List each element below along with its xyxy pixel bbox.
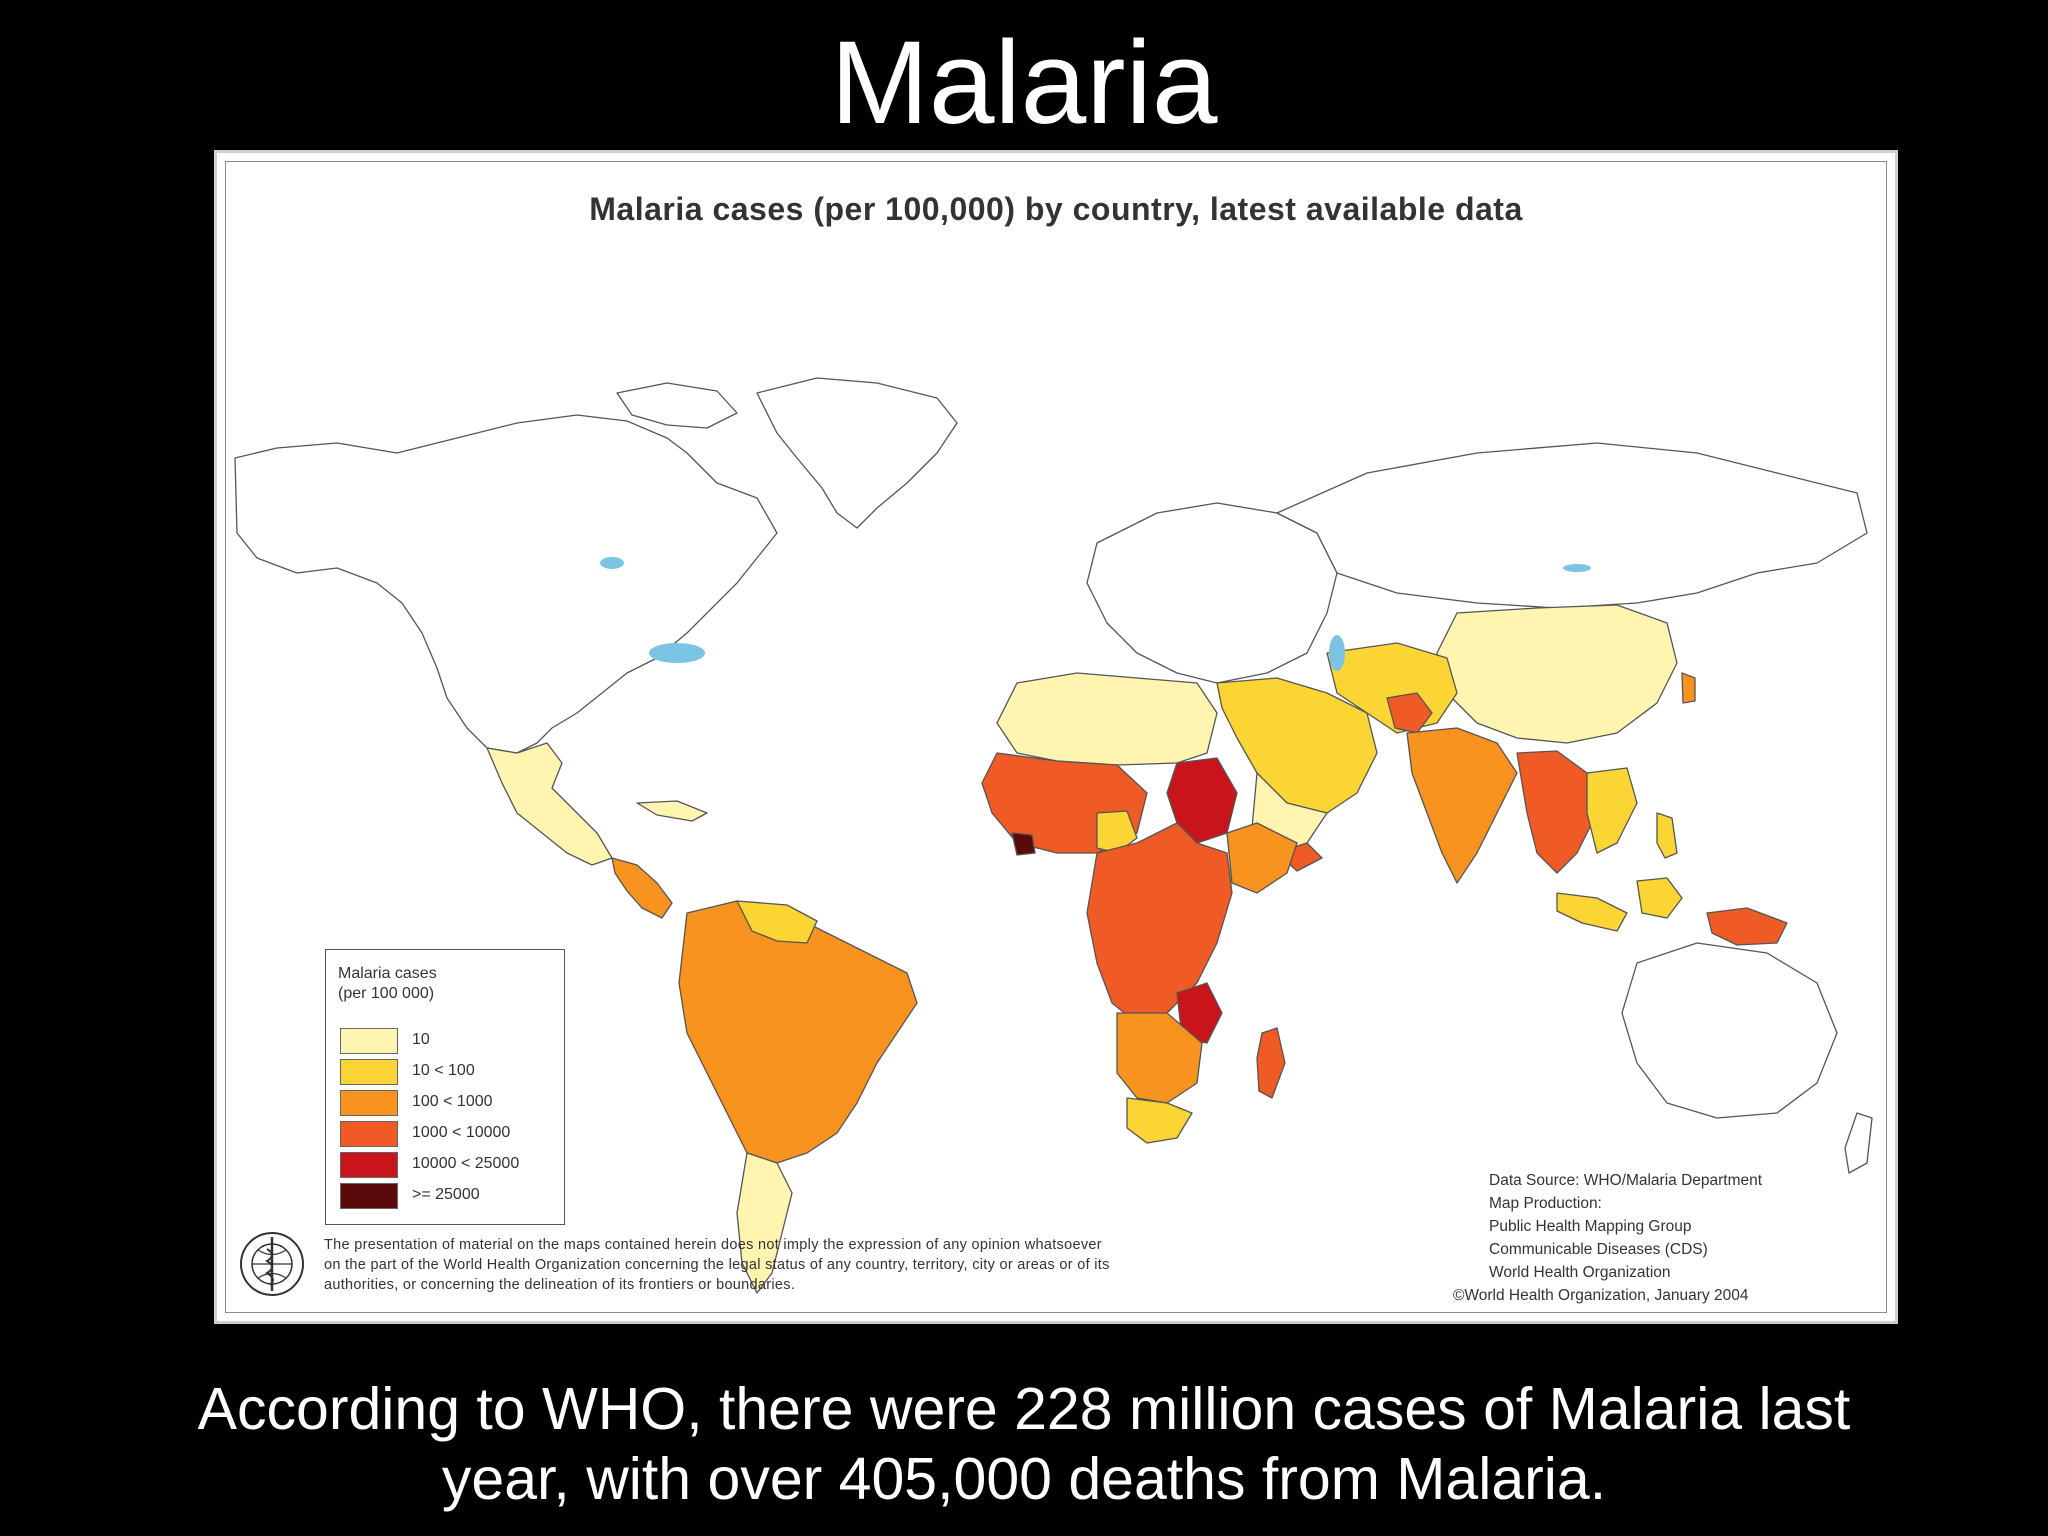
region-south-africa <box>1126 1097 1193 1144</box>
legend-title: Malaria cases (per 100 000) <box>338 964 538 1004</box>
region-se-asia <box>1516 750 1598 874</box>
region-afghanistan <box>1386 692 1433 734</box>
region-philippines <box>1656 812 1678 859</box>
legend-label: 1000 < 10000 <box>412 1124 511 1141</box>
region-middle-east <box>1216 677 1378 814</box>
who-emblem-icon <box>240 1232 304 1296</box>
source-line: Communicable Diseases (CDS) <box>1489 1241 1708 1258</box>
slide-caption: According to WHO, there were 228 million… <box>0 1374 2048 1514</box>
region-horn-africa <box>1226 822 1298 894</box>
region-south-cone <box>736 1152 793 1294</box>
legend-label: 100 < 1000 <box>412 1093 493 1110</box>
region-arctic-islands <box>616 382 738 429</box>
region-mexico <box>486 742 613 866</box>
region-borneo <box>1636 877 1683 919</box>
region-indonesia-west <box>1556 892 1628 932</box>
map-disclaimer: The presentation of material on the maps… <box>324 1235 1434 1295</box>
legend-swatch <box>340 1059 398 1085</box>
region-australia <box>1621 942 1838 1119</box>
map-source: Data Source: WHO/Malaria Department Map … <box>1453 1169 1889 1307</box>
source-line: World Health Organization <box>1489 1264 1671 1281</box>
legend-label: 10 < 100 <box>412 1062 475 1079</box>
lake-baikal <box>1563 564 1591 572</box>
region-china <box>1436 604 1678 744</box>
region-madagascar <box>1256 1027 1286 1099</box>
caption-line: According to WHO, there were 228 million… <box>197 1376 1851 1442</box>
legend-title-line2: (per 100 000) <box>338 985 435 1002</box>
legend-swatch <box>340 1183 398 1209</box>
slide-title: Malaria <box>830 17 1218 149</box>
legend-swatch <box>340 1121 398 1147</box>
region-central-africa <box>1086 822 1233 1024</box>
caspian-sea <box>1329 635 1345 671</box>
world-map <box>234 377 1873 1294</box>
legend-label: 10000 < 25000 <box>412 1155 520 1172</box>
region-caribbean <box>636 800 708 822</box>
disclaimer-line: The presentation of material on the maps… <box>324 1237 1102 1253</box>
legend-swatch <box>340 1152 398 1178</box>
source-line: Map Production: <box>1489 1195 1602 1212</box>
source-line: Data Source: WHO/Malaria Department <box>1489 1172 1763 1189</box>
region-europe <box>1086 502 1338 684</box>
disclaimer-line: on the part of the World Health Organiza… <box>324 1257 1110 1273</box>
region-russia <box>1276 442 1868 609</box>
region-indochina <box>1586 767 1638 854</box>
source-line: ©World Health Organization, January 2004 <box>1453 1287 1749 1304</box>
legend-label: 10 <box>412 1031 430 1048</box>
map-border <box>225 161 1887 1313</box>
map-title: Malaria cases (per 100,000) by country, … <box>589 191 1523 227</box>
region-new-zealand <box>1844 1112 1873 1174</box>
hudson-bay-lakes <box>600 557 624 569</box>
legend-swatch <box>340 1090 398 1116</box>
region-west-africa-coast <box>1011 832 1036 856</box>
region-greenland <box>756 377 958 529</box>
source-line: Public Health Mapping Group <box>1489 1218 1692 1235</box>
caption-line: year, with over 405,000 deaths from Mala… <box>441 1446 1607 1512</box>
region-southern-africa <box>1116 1012 1203 1104</box>
region-central-america <box>611 857 673 919</box>
malaria-map: Malaria cases (per 100,000) by country, … <box>214 150 1898 1324</box>
region-korea <box>1681 672 1696 704</box>
map-legend: Malaria cases (per 100 000) 10 10 < 100 … <box>325 949 565 1225</box>
legend-label: >= 25000 <box>412 1186 480 1203</box>
region-venezuela-guyana <box>736 900 818 944</box>
legend-swatch <box>340 1028 398 1054</box>
region-sudan <box>1166 757 1238 844</box>
legend-title-line1: Malaria cases <box>338 965 437 982</box>
region-india <box>1406 727 1518 884</box>
region-north-africa <box>996 672 1218 766</box>
region-south-america <box>678 900 918 1164</box>
region-north-america <box>234 414 778 754</box>
great-lakes <box>649 643 705 663</box>
disclaimer-line: authorities, or concerning the delineati… <box>324 1277 796 1293</box>
region-new-guinea <box>1706 907 1788 946</box>
